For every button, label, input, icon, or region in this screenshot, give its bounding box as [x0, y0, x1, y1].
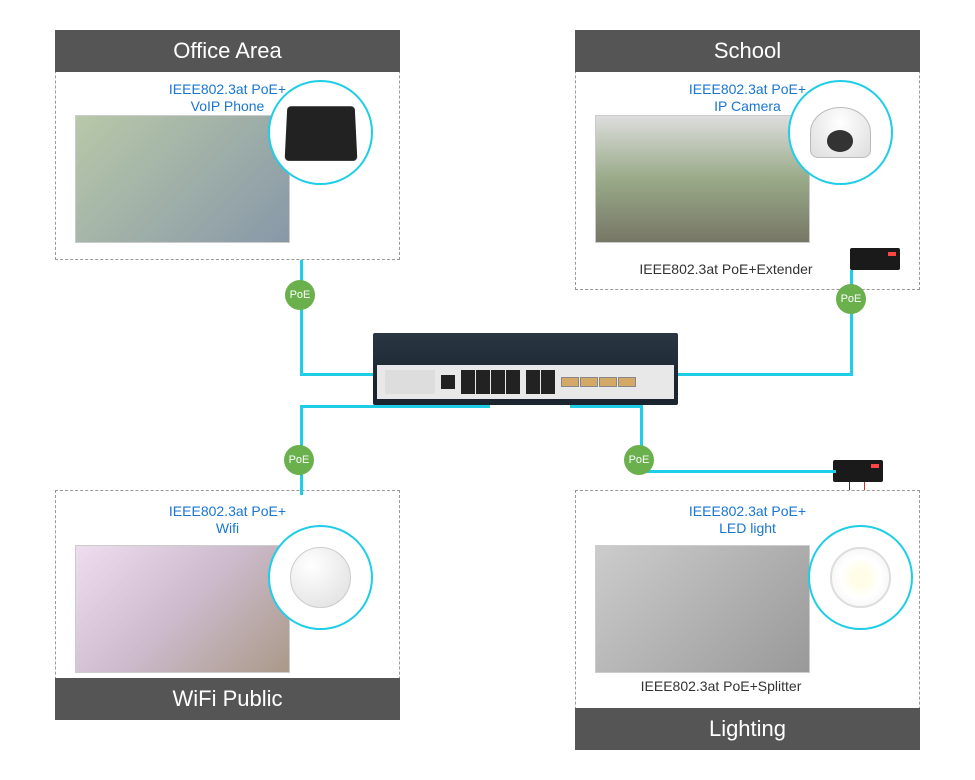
splitter-label: IEEE802.3at PoE+Splitter [616, 678, 826, 694]
panel-school-header: School [575, 30, 920, 72]
led-light-icon [830, 547, 891, 608]
switch-port-group-2 [526, 370, 555, 394]
device-ip-camera [788, 80, 893, 185]
poe-switch [373, 333, 678, 405]
line-light-h1 [570, 405, 640, 408]
panel-office-header: Office Area [55, 30, 400, 72]
poe-extender [850, 248, 900, 270]
switch-sfp-group [561, 377, 636, 387]
photo-lighting [595, 545, 810, 673]
ip-camera-icon [810, 107, 871, 158]
device-voip-phone [268, 80, 373, 185]
panel-lighting-header: Lighting [575, 708, 920, 750]
photo-school [595, 115, 810, 243]
switch-led-area [385, 370, 435, 394]
voip-phone-icon [284, 106, 357, 161]
switch-console-port [441, 375, 455, 389]
photo-wifi [75, 545, 290, 673]
panel-wifi-header: WiFi Public [55, 678, 400, 720]
line-light-h2 [640, 470, 836, 473]
device-led-light [808, 525, 913, 630]
poe-splitter [833, 460, 883, 482]
poe-badge-school: PoE [836, 284, 866, 314]
line-wifi-h [300, 405, 490, 408]
switch-port-group-1 [461, 370, 520, 394]
switch-front-panel [377, 365, 674, 399]
device-wifi-ap [268, 525, 373, 630]
extender-label: IEEE802.3at PoE+Extender [616, 261, 836, 277]
line-school-h [675, 373, 853, 376]
poe-badge-lighting: PoE [624, 445, 654, 475]
photo-office [75, 115, 290, 243]
line-office-h [300, 373, 378, 376]
poe-badge-wifi: PoE [284, 445, 314, 475]
poe-badge-office: PoE [285, 280, 315, 310]
line-office-v [300, 260, 303, 375]
wifi-ap-icon [290, 547, 351, 608]
